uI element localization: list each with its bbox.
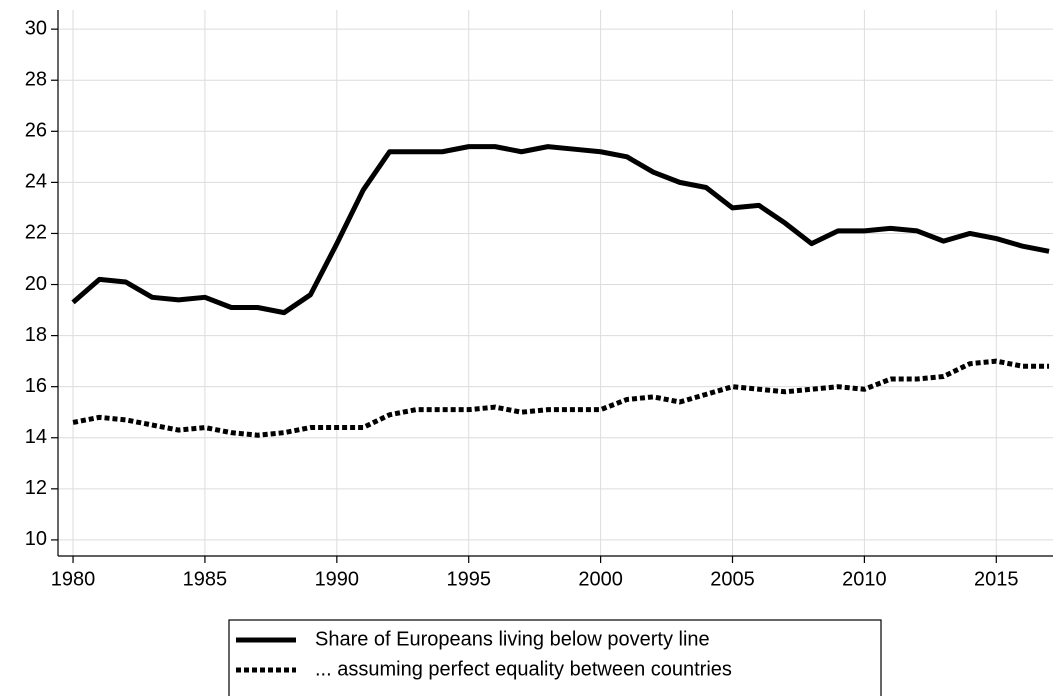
y-tick-label: 14 xyxy=(25,426,47,448)
x-tick-label: 1995 xyxy=(446,568,491,590)
x-tick-label: 1985 xyxy=(183,568,228,590)
legend-label: ... assuming perfect equality between co… xyxy=(315,658,732,680)
y-tick-label: 16 xyxy=(25,375,47,397)
y-tick-label: 30 xyxy=(25,17,47,39)
x-tick-label: 2010 xyxy=(842,568,887,590)
data-line xyxy=(72,358,1050,438)
y-tick-label: 10 xyxy=(25,528,47,550)
y-tick-label: 22 xyxy=(25,222,47,244)
y-tick-label: 12 xyxy=(25,477,47,499)
y-tick-label: 28 xyxy=(25,69,47,91)
y-tick-label: 26 xyxy=(25,120,47,142)
y-tick-label: 24 xyxy=(25,171,47,193)
legend-label: Share of Europeans living below poverty … xyxy=(315,628,710,650)
x-tick-label: 2015 xyxy=(974,568,1019,590)
y-tick-label: 18 xyxy=(25,324,47,346)
x-tick-label: 1980 xyxy=(51,568,96,590)
data-line xyxy=(71,144,1050,316)
y-tick-label: 20 xyxy=(25,273,47,295)
legend-box xyxy=(228,619,882,696)
x-tick-label: 2005 xyxy=(710,568,755,590)
x-tick-label: 1990 xyxy=(315,568,360,590)
x-tick-label: 2000 xyxy=(578,568,623,590)
